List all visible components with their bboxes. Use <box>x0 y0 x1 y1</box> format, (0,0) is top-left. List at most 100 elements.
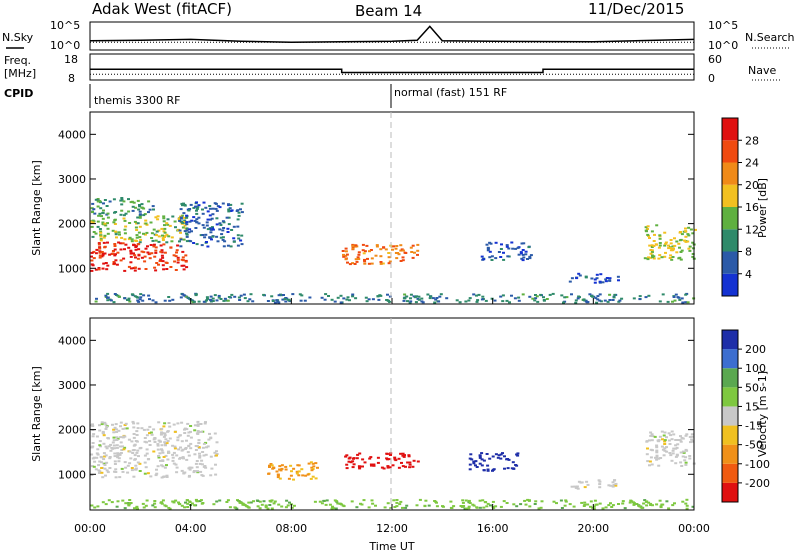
heatmap-cell-3 <box>182 212 186 215</box>
heatmap-cell-0 <box>150 252 154 255</box>
heatmap-cell-6 <box>161 499 165 502</box>
heatmap-cell-3 <box>475 466 479 468</box>
heatmap-cell-8 <box>517 299 521 302</box>
heatmap-cell-8 <box>351 295 355 298</box>
heatmap-cell-3 <box>223 240 227 243</box>
heatmap-cell-6 <box>247 506 251 509</box>
heatmap-cell-6 <box>116 500 120 503</box>
heatmap-cell-6 <box>241 503 245 506</box>
heatmap-cell-8 <box>205 296 209 299</box>
heatmap-cell-0 <box>163 432 167 435</box>
heatmap-cell-1 <box>138 216 142 219</box>
heatmap-cell-5 <box>670 459 674 462</box>
heatmap-cell-0 <box>171 456 175 459</box>
heatmap-cell-1 <box>276 476 280 479</box>
heatmap-cell-0 <box>103 245 107 248</box>
heatmap-cell-3 <box>210 217 214 220</box>
heatmap-cell-8 <box>598 299 602 302</box>
heatmap-cell-4 <box>597 479 601 482</box>
heatmap-cell-5 <box>665 436 668 439</box>
heatmap-cell-7 <box>650 246 654 248</box>
heatmap-cell-5 <box>667 432 671 435</box>
heatmap-cell-0 <box>100 255 104 258</box>
heatmap-cell-0 <box>187 454 191 457</box>
heatmap-cell-0 <box>166 440 170 442</box>
heatmap-cell-6 <box>478 499 482 502</box>
heatmap-cell-8 <box>403 293 407 296</box>
heatmap-cell-8 <box>291 293 295 296</box>
heatmap-cell-6 <box>392 499 396 502</box>
heatmap-cell-3 <box>213 202 217 205</box>
heatmap-cell-0 <box>126 471 130 474</box>
heatmap-cell-8 <box>345 298 349 301</box>
heatmap-cell-0 <box>111 250 115 253</box>
heatmap-cell-7 <box>671 245 675 248</box>
heatmap-cell-4 <box>369 249 373 251</box>
heatmap-cell-8 <box>565 296 569 299</box>
heatmap-cell-7 <box>677 242 681 245</box>
heatmap-cell-4 <box>416 249 420 252</box>
heatmap-cell-6 <box>632 503 636 506</box>
heatmap-cell-5 <box>657 439 661 442</box>
heatmap-cell-3 <box>478 456 482 459</box>
heatmap-cell-7 <box>679 258 683 261</box>
heatmap-cell-1 <box>161 234 164 237</box>
heatmap-cell-1 <box>180 214 184 217</box>
heatmap-cell-1 <box>144 219 148 222</box>
xtick-label: 16:00 <box>477 522 509 535</box>
heatmap-cell-3 <box>229 203 233 206</box>
heatmap-cell-1 <box>161 237 165 240</box>
heatmap-cell-5 <box>502 251 505 254</box>
heatmap-cell-8 <box>104 294 108 297</box>
heatmap-cell-6 <box>395 499 399 501</box>
heatmap-cell-5 <box>663 443 667 445</box>
heatmap-cell-0 <box>98 254 102 257</box>
heatmap-cell-0 <box>113 254 117 257</box>
heatmap-cell-5 <box>690 433 694 436</box>
heatmap-cell-3 <box>468 463 472 466</box>
heatmap-cell-1 <box>292 478 295 481</box>
ytick-label: 4000 <box>58 334 86 347</box>
heatmap-cell-4 <box>598 486 602 489</box>
heatmap-cell-3 <box>179 208 183 211</box>
heatmap-cell-3 <box>188 208 192 210</box>
heatmap-cell-2 <box>101 212 105 215</box>
freq-left-label-line2: [MHz] <box>4 67 36 80</box>
heatmap-cell-0 <box>119 421 123 424</box>
heatmap-cell-1 <box>311 468 315 470</box>
heatmap-cell-3 <box>486 469 490 472</box>
heatmap-cell-4 <box>394 252 398 254</box>
heatmap-cell-1 <box>177 217 181 220</box>
heatmap-cell-0 <box>159 250 163 253</box>
colorbar-tick-label: 15 <box>745 400 759 413</box>
heatmap-cell-8 <box>202 300 206 303</box>
heatmap-cell-1 <box>289 464 293 467</box>
heatmap-cell-1 <box>162 215 166 218</box>
heatmap-cell-3 <box>195 218 199 221</box>
ytick-label: 3000 <box>58 173 86 186</box>
heatmap-cell-1 <box>182 238 186 241</box>
heatmap-cell-0 <box>163 443 167 445</box>
heatmap-cell-5 <box>648 439 651 442</box>
heatmap-cell-0 <box>111 447 115 450</box>
heatmap-cell-8 <box>674 293 678 296</box>
heatmap-cell-0 <box>116 454 120 457</box>
heatmap-cell-6 <box>685 504 689 507</box>
heatmap-cell-8 <box>521 293 525 296</box>
heatmap-cell-6 <box>486 502 490 505</box>
heatmap-cell-6 <box>362 499 366 502</box>
heatmap-cell-0 <box>215 450 218 453</box>
heatmap-cell-0 <box>201 446 205 449</box>
heatmap-cell-3 <box>197 204 201 207</box>
heatmap-cell-0 <box>144 247 148 250</box>
heatmap-cell-3 <box>226 244 230 247</box>
heatmap-cell-7 <box>684 230 688 233</box>
heatmap-cell-3 <box>208 227 212 230</box>
heatmap-cell-6 <box>642 502 646 505</box>
heatmap-cell-6 <box>104 503 108 506</box>
heatmap-cell-0 <box>123 248 126 251</box>
heatmap-cell-8 <box>365 300 369 303</box>
heatmap-cell-8 <box>472 293 476 296</box>
heatmap-cell-5 <box>524 250 528 253</box>
